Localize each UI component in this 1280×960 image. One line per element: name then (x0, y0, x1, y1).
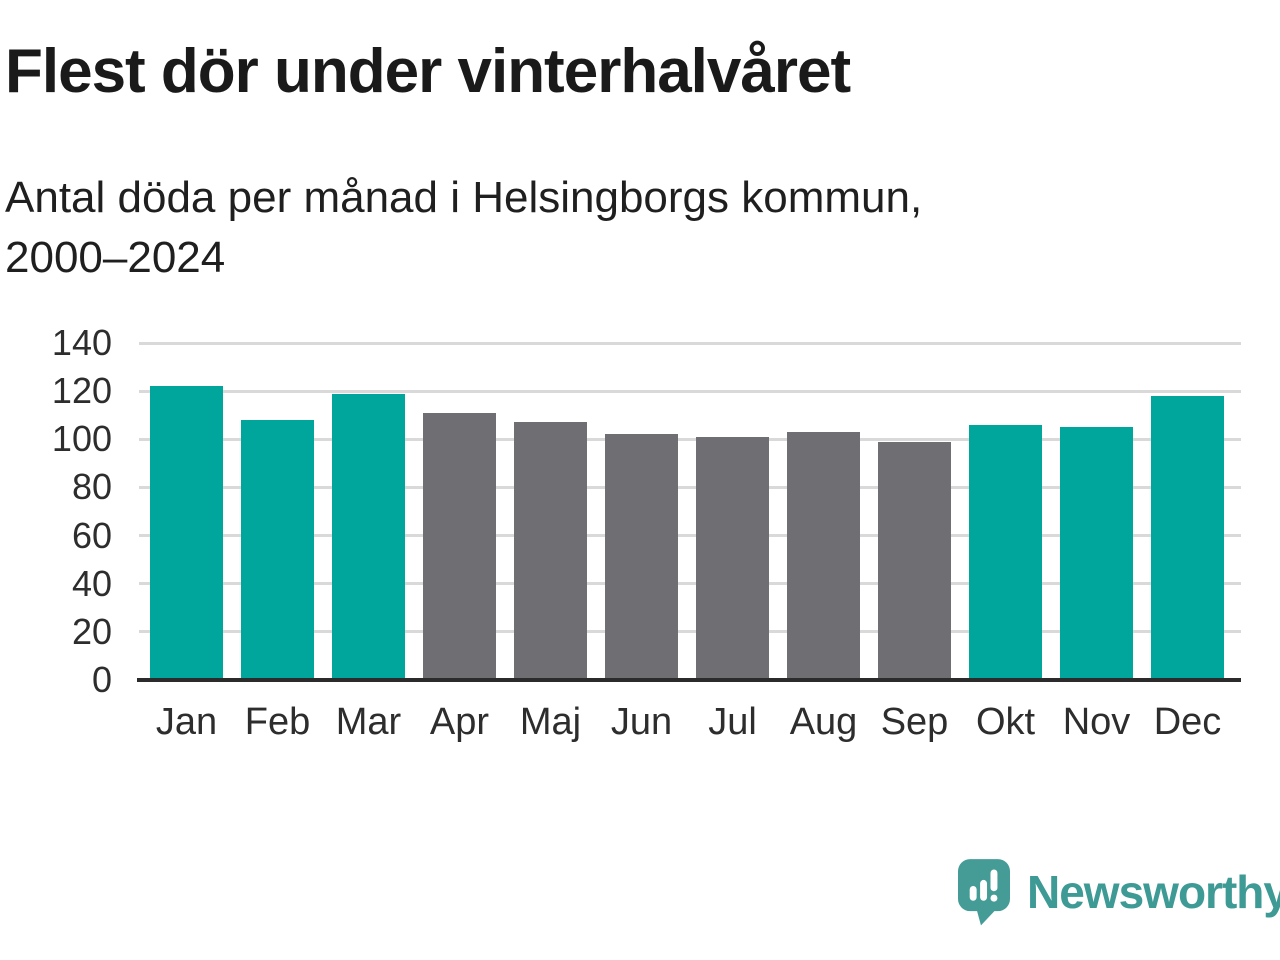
month-label-okt: Okt (975, 701, 1036, 743)
y-axis-tick-label-80: 80 (71, 466, 112, 508)
y-axis-tick-label-100: 100 (51, 418, 112, 460)
gridline-20 (139, 630, 1241, 634)
gridline-100 (139, 437, 1241, 441)
month-label-jan: Jan (155, 701, 218, 743)
newsworthy-speech-bubble-bar-chart-icon (958, 858, 1010, 925)
month-label-sep: Sep (880, 701, 949, 743)
bar-jul (696, 436, 769, 680)
gridline-80 (139, 485, 1241, 489)
y-axis-tick-label-40: 40 (71, 562, 112, 604)
month-label-nov: Nov (1062, 701, 1131, 743)
newsworthy-logo-text: Newsworthy (1027, 866, 1280, 918)
gridline-60 (139, 534, 1241, 538)
y-axis-tick-label-120: 120 (51, 370, 112, 412)
month-label-jun: Jun (610, 701, 673, 743)
gridline-140 (139, 341, 1241, 345)
month-label-dec: Dec (1153, 701, 1222, 743)
bar-feb (241, 420, 314, 680)
y-axis-tick-label-20: 20 (71, 610, 112, 652)
bar-apr (423, 412, 496, 680)
gridline-40 (139, 582, 1241, 586)
month-label-apr: Apr (429, 701, 490, 743)
y-axis-labels: 0 20 40 60 80 100 120 140 (0, 322, 112, 700)
month-label-aug: Aug (789, 701, 858, 743)
plot-area: Jan Feb Mar Apr Maj Jun Jul Aug Sep Okt Nov Dec (137, 341, 1241, 743)
chart-subtitle: Antal döda per månad i Helsingborgs komm… (5, 168, 922, 288)
bar-sep (878, 441, 951, 680)
bar-okt (969, 424, 1042, 680)
y-axis-tick-label-0: 0 (91, 659, 112, 700)
month-label-maj: Maj (519, 701, 582, 743)
chart-subtitle-line-1: Antal döda per månad i Helsingborgs komm… (5, 173, 923, 222)
bar-nov (1060, 427, 1133, 680)
bar-maj (514, 422, 587, 680)
y-axis-tick-label-60: 60 (71, 514, 112, 556)
chart-subtitle-line-2: 2000–2024 (5, 233, 226, 282)
bar-aug (787, 432, 860, 680)
bar-jun (605, 434, 678, 680)
newsworthy-logo: Newsworthy (958, 856, 1280, 928)
y-axis-tick-label-140: 140 (51, 322, 112, 363)
month-label-mar: Mar (335, 701, 402, 743)
bar-jan (150, 386, 223, 680)
month-label-feb: Feb (244, 701, 311, 743)
x-axis-line (137, 678, 1241, 682)
chart-title: Flest dör under vinterhalvåret (5, 37, 851, 106)
gridline-120 (139, 389, 1241, 393)
bar-dec (1151, 395, 1224, 680)
bar-mar (332, 393, 405, 680)
month-label-jul: Jul (708, 701, 757, 743)
